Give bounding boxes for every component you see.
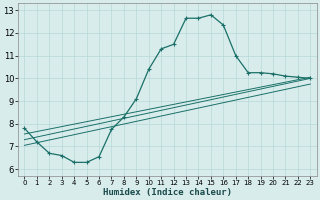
- X-axis label: Humidex (Indice chaleur): Humidex (Indice chaleur): [103, 188, 232, 197]
